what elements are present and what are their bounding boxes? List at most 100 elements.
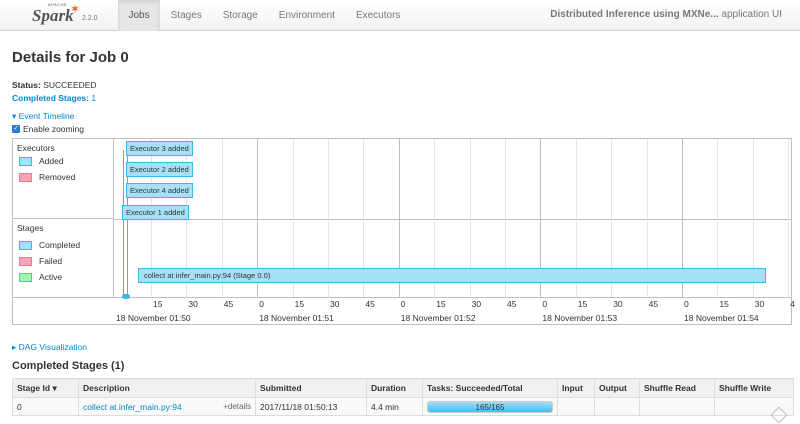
timeline-minute-label: 18 November 01:51: [259, 313, 334, 323]
header-submitted[interactable]: Submitted: [255, 378, 367, 398]
header-shuffle-write[interactable]: Shuffle Write: [714, 378, 794, 398]
timeline-gridline: [646, 139, 648, 297]
stage-description-link[interactable]: collect at infer_main.py:94: [83, 401, 182, 412]
header-input[interactable]: Input: [557, 378, 595, 398]
timeline-gridline: [682, 139, 683, 297]
timeline-minute-label: 18 November 01:54: [684, 313, 759, 323]
zoom-checkbox[interactable]: ✓: [12, 125, 20, 133]
stage-bar[interactable]: collect at infer_main.py:94 (Stage 0.0): [138, 268, 766, 283]
brand-name: Spark: [32, 6, 74, 25]
executor-event[interactable]: Executor 4 added: [126, 183, 193, 198]
legend-label-removed: Removed: [39, 172, 76, 182]
timeline-tick-label: 0: [684, 299, 689, 309]
executor-event[interactable]: Executor 3 added: [126, 141, 193, 156]
timeline-gridline: [469, 139, 471, 297]
timeline-tick-label: 30: [188, 299, 198, 309]
legend-failed: Failed: [19, 256, 62, 266]
executor-marker-line: [123, 150, 124, 297]
cell-input: [557, 397, 595, 416]
timeline-tick-label: 15: [577, 299, 588, 309]
executor-event[interactable]: Executor 2 added: [126, 162, 193, 177]
cell-tasks: 165/165: [422, 397, 558, 416]
header-stage-id[interactable]: Stage Id ▾: [12, 378, 79, 398]
legend-label-added: Added: [39, 156, 64, 166]
details-toggle[interactable]: +details: [223, 401, 251, 411]
completed-stages-title: Completed Stages (1): [12, 360, 125, 372]
tasks-progress-fill: [428, 401, 552, 412]
status-value: SUCCEEDED: [43, 80, 97, 90]
timeline-gridline: [540, 139, 542, 297]
enable-zooming: ✓ Enable zooming: [12, 124, 84, 134]
tab-jobs[interactable]: Jobs: [118, 0, 161, 31]
header-shuffle-read[interactable]: Shuffle Read: [639, 378, 715, 398]
legend-added: Added: [19, 156, 64, 166]
caret-right-icon: ▸: [12, 342, 17, 352]
brand-apache: APACHE: [48, 2, 68, 7]
timeline-tick-label: 0: [542, 299, 548, 309]
timeline-gridline: [257, 139, 259, 297]
timeline-gridline: [398, 139, 400, 297]
timeline-tick-label: 15: [294, 299, 305, 309]
tab-storage[interactable]: Storage: [222, 10, 258, 21]
completed-stages-label: Completed Stages:: [12, 93, 89, 103]
timeline-tick-label: 45: [648, 299, 659, 309]
timeline-gridline: [221, 139, 223, 297]
legend-completed: Completed: [19, 240, 80, 250]
header-description[interactable]: Description: [78, 378, 256, 398]
timeline-tick-label: 30: [613, 299, 623, 309]
executors-title: Executors: [17, 143, 55, 153]
timeline-tick-label: 45: [507, 299, 517, 309]
zoom-label: Enable zooming: [23, 124, 84, 134]
timeline-gridline: [788, 139, 790, 297]
app-title-suffix: application UI: [721, 9, 782, 20]
timeline-gridline: [505, 139, 506, 297]
header-output[interactable]: Output: [594, 378, 640, 398]
timeline-tick-label: 30: [754, 299, 765, 309]
timeline-minute-label: 18 November 01:50: [116, 313, 191, 323]
legend-swatch-active: [19, 272, 32, 282]
cell-description: collect at infer_main.py:94 +details: [78, 397, 256, 416]
timeline-tick-label: 4: [790, 299, 795, 309]
header-tasks[interactable]: Tasks: Succeeded/Total: [422, 378, 558, 398]
tab-executors[interactable]: Executors: [355, 10, 401, 21]
dag-visualization-toggle[interactable]: ▸ DAG Visualization: [12, 342, 87, 353]
timeline-tick-label: 15: [719, 299, 729, 309]
spark-logo[interactable]: APACHE Spark ✶ 2.2.0: [30, 2, 110, 29]
timeline-axis-line: [13, 297, 791, 298]
event-timeline[interactable]: Executors Added Removed Stages Completed…: [12, 138, 795, 325]
timeline-tick-label: 0: [400, 299, 406, 309]
timeline-gridline: [434, 139, 436, 297]
timeline-gridline: [611, 139, 613, 297]
tasks-progress-text: 165/165: [475, 402, 505, 412]
timeline-gridline: [363, 139, 365, 297]
executor-event[interactable]: Executor 1 added: [122, 205, 189, 220]
legend-label-completed: Completed: [39, 240, 81, 250]
cell-submitted: 2017/11/18 01:50:13: [255, 397, 367, 416]
timeline-start-marker: [122, 294, 130, 299]
completed-stages-count: 1: [91, 93, 97, 103]
table-row: 0 collect at infer_main.py:94 +details 2…: [12, 397, 794, 416]
timeline-tick-label: 30: [471, 299, 482, 309]
timeline-gridline: [328, 139, 329, 297]
tab-stages[interactable]: Stages: [170, 10, 202, 21]
timeline-gridline: [575, 139, 577, 297]
cell-shuffle-read: [639, 397, 715, 416]
header-duration[interactable]: Duration: [366, 378, 423, 398]
timeline-tick-label: 15: [153, 299, 163, 309]
timeline-group-divider: [114, 219, 791, 220]
timeline-tick-label: 45: [223, 299, 234, 309]
completed-stages-link[interactable]: Completed Stages: 1: [12, 93, 96, 103]
legend-swatch-removed: [19, 172, 32, 182]
legend-label-failed: Failed: [39, 256, 63, 266]
tab-environment[interactable]: Environment: [278, 10, 335, 21]
caret-down-icon: ▾: [12, 111, 17, 121]
legend-active: Active: [19, 272, 62, 282]
sort-desc-icon: ▾: [52, 382, 57, 393]
stages-title: Stages: [17, 223, 44, 233]
event-timeline-label: Event Timeline: [18, 111, 75, 121]
dag-label: DAG Visualization: [18, 342, 88, 352]
timeline-minute-label: 18 November 01:53: [542, 313, 618, 323]
stages-group: Stages Completed Failed Active: [13, 219, 114, 297]
timeline-gridline: [292, 139, 294, 297]
event-timeline-toggle[interactable]: ▾ Event Timeline: [12, 111, 74, 122]
